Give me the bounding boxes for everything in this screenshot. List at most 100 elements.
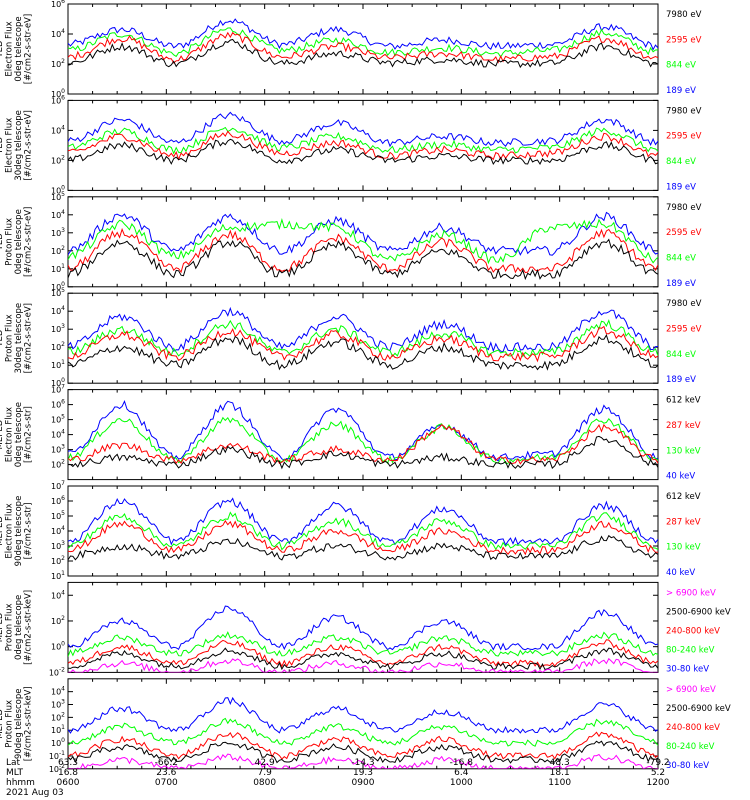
panel-2: 100 102 104 106 TEDElectron Flux30deg telesc…: [0, 94, 702, 195]
panel-6: 101 102 103 104 105 106 107 MEPEDElectron Flux9…: [0, 480, 701, 581]
legend-entry: 2595 eV: [666, 325, 702, 335]
x-tick-label-hhmm: 1100: [548, 778, 571, 788]
series-line-844-ev: [68, 218, 658, 265]
y-tick-label: 102: [51, 58, 65, 69]
series-line-130-kev: [68, 511, 658, 551]
y-tick-label: 101: [51, 724, 65, 735]
series-line-844-ev: [68, 27, 658, 58]
panel-stack: 100 102 104 106 TEDElectron Flux0deg telesco…: [0, 0, 731, 774]
x-tick-label-lat: -16.8: [450, 758, 474, 768]
series-line-2595-ev: [68, 227, 658, 274]
legend-entry: 612 keV: [666, 396, 701, 406]
x-tick-label-lat: -79.2: [646, 758, 669, 768]
legend-entry: 80-240 keV: [666, 645, 715, 655]
legend-entry: 7980 eV: [666, 106, 702, 116]
series-group: [68, 306, 658, 371]
y-tick-label: 103: [51, 540, 65, 551]
y-tick-label: 105: [51, 510, 65, 521]
y-tick-label: 101: [51, 263, 65, 274]
series-line-189-ev: [68, 306, 658, 353]
x-tick-label-mlt: 18.1: [550, 768, 570, 778]
y-tick-label: 106: [51, 495, 65, 506]
y-tick-label: 104: [51, 429, 65, 440]
x-tick-label-hhmm: 0800: [253, 778, 276, 788]
legend-entry: 2595 eV: [666, 132, 702, 142]
legend-entry: 189 eV: [666, 182, 696, 192]
legend-entry: 240-800 keV: [666, 723, 720, 733]
y-tick-label: 107: [51, 480, 65, 491]
series-line-2500-6900-kev: [68, 740, 658, 764]
series-line-30-80-kev: [68, 605, 658, 651]
y-tick-label: 103: [51, 444, 65, 455]
panel-frame: [67, 485, 659, 577]
series-line-2595-ev: [68, 31, 658, 64]
y-tick-label: 101: [51, 570, 65, 581]
y-tick-label: 104: [51, 686, 65, 697]
series-line-7980-ev: [68, 238, 658, 281]
series-line-189-ev: [68, 211, 658, 256]
y-tick-label: 102: [51, 711, 65, 722]
legend-entry: 2595 eV: [666, 228, 702, 238]
series-line-2595-ev: [68, 325, 658, 363]
series-line-40-kev: [68, 497, 658, 547]
y-tick-label: 100: [51, 641, 65, 652]
y-tick-label: 103: [51, 227, 65, 238]
y-tick-label: 104: [51, 209, 65, 220]
x-tick-label-mlt: 6.4: [454, 768, 469, 778]
legend-entry: 40 keV: [666, 472, 695, 482]
y-tick-label: 10-1: [49, 750, 65, 761]
y-tick-label: 104: [51, 525, 65, 536]
x-tick-label-hhmm: 0700: [155, 778, 178, 788]
legend-entry: 7980 eV: [666, 203, 702, 213]
series-line-7980-ev: [68, 38, 658, 69]
legend-entry: > 6900 keV: [666, 588, 716, 598]
y-axis-title: MEPEDProton Flux90deg telescope[#/cm2-s-…: [0, 686, 34, 761]
x-tick-label-lat: -14.3: [351, 758, 374, 768]
y-tick-label: 102: [51, 154, 65, 165]
legend-entry: 2595 eV: [666, 35, 702, 45]
y-tick-label: 102: [51, 459, 65, 470]
legend-entry: 844 eV: [666, 350, 696, 360]
series-line-30-80-kev: [68, 696, 658, 734]
legend-entry: 240-800 keV: [666, 626, 720, 636]
legend-entry: 7980 eV: [666, 10, 702, 20]
series-line-130-kev: [68, 416, 658, 465]
series-group: [68, 111, 658, 166]
x-tick-label-lat: -66.2: [155, 758, 178, 768]
panel-5: 102 103 104 105 106 107 MEPEDElectron Flux0deg…: [0, 384, 701, 482]
x-tick-label-mlt: 16.8: [58, 768, 78, 778]
series-line-189-ev: [68, 18, 658, 51]
series-line-844-ev: [68, 126, 658, 155]
x-tick-label-lat: 48.3: [550, 758, 570, 768]
x-tick-label-mlt: 23.6: [156, 768, 176, 778]
y-axis-title: TEDElectron Flux30deg telescope[#/cm2-s-…: [0, 110, 34, 181]
panel-frame: [67, 292, 659, 384]
legend-entry: 189 eV: [666, 375, 696, 385]
x-tick-label-mlt: 19.3: [353, 768, 373, 778]
x-tick-label-mlt: 5.2: [651, 768, 665, 778]
series-group: [68, 18, 658, 69]
legend-entry: 40 keV: [666, 568, 695, 578]
y-tick-label: 106: [51, 399, 65, 410]
legend-entry: 844 eV: [666, 253, 696, 263]
x-tick-label-hhmm: 0900: [352, 778, 375, 788]
legend-entry: > 6900 keV: [666, 685, 716, 695]
y-tick-label: 102: [51, 245, 65, 256]
y-tick-label: 102: [51, 615, 65, 626]
y-axis-title: TEDProton Flux0deg telescope[#/cm2-s-str…: [0, 207, 34, 277]
legend-entry: 287 keV: [666, 517, 701, 527]
y-axis-title: MEPEDElectron Flux90deg telescope[#/cm2-…: [0, 496, 34, 567]
y-tick-label: 106: [51, 0, 65, 9]
y-axis-title: MEPEDElectron Flux0deg telescope[#/cm2-s…: [0, 402, 34, 467]
legend-entry: 189 eV: [666, 279, 696, 289]
y-tick-label: 103: [51, 323, 65, 334]
legend-entry: 130 keV: [666, 446, 701, 456]
x-tick-label-lat: 63.3: [58, 758, 78, 768]
y-tick-label: 104: [51, 28, 65, 39]
y-tick-label: 100: [51, 281, 65, 292]
legend-entry: 2500-6900 keV: [666, 704, 731, 714]
panel-7: 10-2 100 102 104 MEPEDProton Flux0deg telesc…: [0, 581, 731, 677]
